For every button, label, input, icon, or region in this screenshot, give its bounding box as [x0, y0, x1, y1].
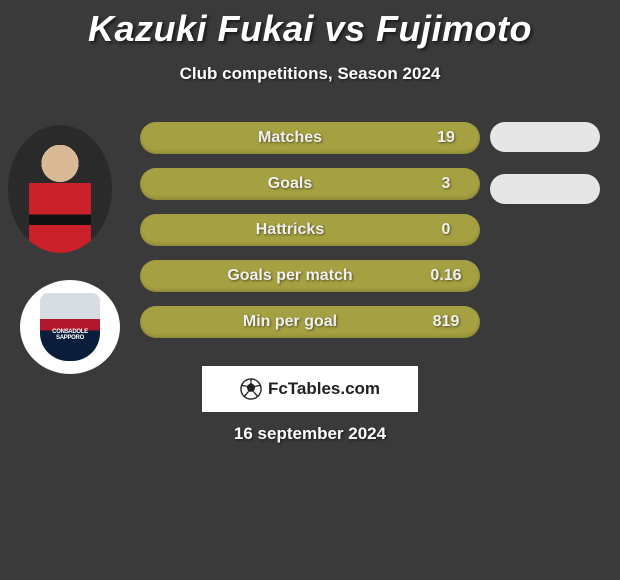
- player2-stat-pill: [490, 174, 600, 204]
- stat-row: Hattricks0: [140, 214, 480, 246]
- stat-value: 3: [420, 175, 480, 193]
- stat-value: 819: [420, 313, 480, 331]
- player2-stat-pill: [490, 122, 600, 152]
- stat-value: 0.16: [420, 267, 480, 285]
- stat-value: 0: [420, 221, 480, 239]
- club-badge-shield: CONSADOLE SAPPORO: [40, 293, 100, 361]
- snapshot-date: 16 september 2024: [0, 424, 620, 444]
- stat-label: Goals: [140, 175, 420, 193]
- source-badge: FcTables.com: [202, 366, 418, 412]
- soccer-ball-icon: [240, 378, 262, 400]
- stat-row: Min per goal819: [140, 306, 480, 338]
- comparison-title: Kazuki Fukai vs Fujimoto: [0, 0, 620, 50]
- club-badge-text: CONSADOLE SAPPORO: [40, 329, 100, 341]
- stat-label: Matches: [140, 129, 420, 147]
- player1-photo: [8, 125, 112, 253]
- stat-row: Goals per match0.16: [140, 260, 480, 292]
- stat-row: Goals3: [140, 168, 480, 200]
- player2-pills: [490, 122, 600, 226]
- comparison-subtitle: Club competitions, Season 2024: [0, 64, 620, 84]
- stat-value: 19: [420, 129, 480, 147]
- stats-bars: Matches19 Goals3 Hattricks0 Goals per match…: [140, 122, 480, 352]
- source-brand-text: FcTables.com: [268, 379, 380, 399]
- club-badge: CONSADOLE SAPPORO: [20, 280, 120, 374]
- stat-row: Matches19: [140, 122, 480, 154]
- stat-label: Min per goal: [140, 313, 420, 331]
- stat-label: Hattricks: [140, 221, 420, 239]
- stat-label: Goals per match: [140, 267, 420, 285]
